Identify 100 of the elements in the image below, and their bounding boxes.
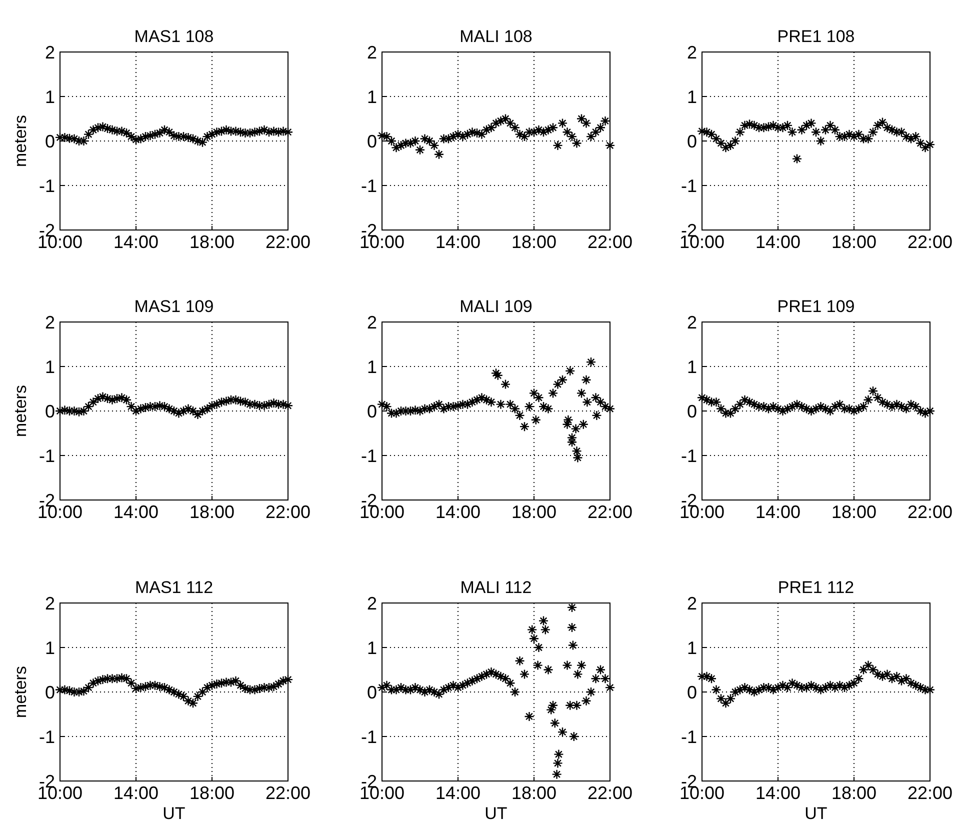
point <box>730 404 740 414</box>
point <box>505 118 516 128</box>
y-axis-title: meters <box>11 385 30 437</box>
point <box>126 678 136 688</box>
x-tick-label: 14:00 <box>435 502 481 522</box>
y-tick-label: 1 <box>686 356 697 377</box>
point <box>434 399 444 410</box>
x-tick-label: 22:00 <box>587 232 633 252</box>
point <box>505 399 516 410</box>
point <box>178 406 189 416</box>
x-tick-label: 18:00 <box>831 232 877 252</box>
point <box>858 664 869 675</box>
x-tick-label: 18:00 <box>511 783 557 803</box>
point <box>562 419 572 430</box>
point <box>197 686 208 698</box>
point <box>716 138 726 148</box>
x-tick-label: 22:00 <box>907 502 953 522</box>
point <box>734 684 746 695</box>
x-tick-label: 18:00 <box>511 502 557 522</box>
point <box>920 142 930 153</box>
point <box>462 129 473 140</box>
chart-title: PRE1 109 <box>777 297 855 316</box>
point <box>88 397 98 408</box>
point <box>754 684 764 695</box>
x-tick-label: 14:00 <box>113 783 159 803</box>
point <box>396 140 406 151</box>
point <box>810 404 822 414</box>
y-tick-label: 2 <box>366 42 377 62</box>
point <box>572 452 583 463</box>
y-tick-label: 1 <box>686 86 697 107</box>
point <box>500 379 511 390</box>
point <box>772 682 784 693</box>
point <box>854 129 864 140</box>
x-tick-label: 22:00 <box>587 783 633 803</box>
point <box>816 136 826 146</box>
x-tick-label: 18:00 <box>511 232 557 252</box>
point <box>429 140 440 151</box>
point <box>524 401 534 412</box>
point <box>868 127 878 138</box>
y-tick-label: 2 <box>366 593 377 614</box>
y-tick-label: -1 <box>680 176 697 196</box>
point <box>530 414 541 425</box>
y-tick-label: -1 <box>38 726 55 747</box>
point <box>910 131 921 142</box>
point <box>711 684 722 695</box>
point <box>197 406 208 416</box>
chart-title: MALI 109 <box>460 297 532 316</box>
point <box>872 120 883 131</box>
point <box>782 404 793 414</box>
point <box>820 682 831 693</box>
point <box>202 131 212 142</box>
x-tick-label: 18:00 <box>831 502 877 522</box>
point <box>595 397 606 408</box>
point <box>877 117 888 128</box>
y-tick-label: 1 <box>44 86 55 107</box>
point <box>490 118 502 128</box>
point <box>787 127 798 138</box>
x-tick-label: 14:00 <box>755 502 801 522</box>
y-tick-label: 0 <box>366 131 377 152</box>
x-tick-label: 18:00 <box>189 783 235 803</box>
point <box>730 686 740 698</box>
chart-title: MALI 108 <box>460 27 532 46</box>
point <box>519 421 530 432</box>
x-axis-title: UT <box>484 804 508 823</box>
y-tick-label: 2 <box>686 593 697 614</box>
point <box>534 392 544 403</box>
point <box>202 404 212 414</box>
point <box>192 691 203 702</box>
point <box>592 410 602 421</box>
x-tick-label: 22:00 <box>265 783 311 803</box>
point <box>782 120 793 131</box>
point <box>725 140 736 151</box>
point <box>414 144 426 155</box>
y-tick-label: -1 <box>38 176 55 196</box>
point <box>801 120 812 131</box>
point <box>725 694 736 704</box>
point <box>552 140 563 151</box>
y-tick-label: -1 <box>680 446 697 466</box>
point <box>88 678 98 688</box>
point <box>83 129 94 140</box>
point <box>548 388 558 398</box>
y-tick-label: 2 <box>686 42 697 62</box>
point <box>126 401 136 412</box>
point <box>825 120 836 131</box>
point <box>886 674 898 684</box>
point <box>570 424 581 434</box>
point <box>486 122 496 133</box>
chart-title: MAS1 109 <box>134 297 214 316</box>
point <box>834 399 845 410</box>
point <box>796 124 807 135</box>
point <box>863 394 874 405</box>
point <box>92 393 104 404</box>
y-tick-label: 1 <box>366 638 377 658</box>
point <box>590 127 601 138</box>
point <box>496 399 506 410</box>
point <box>868 664 878 675</box>
point <box>730 136 740 146</box>
chart-title: MALI 112 <box>460 578 532 597</box>
point <box>586 356 596 368</box>
point <box>572 446 582 456</box>
